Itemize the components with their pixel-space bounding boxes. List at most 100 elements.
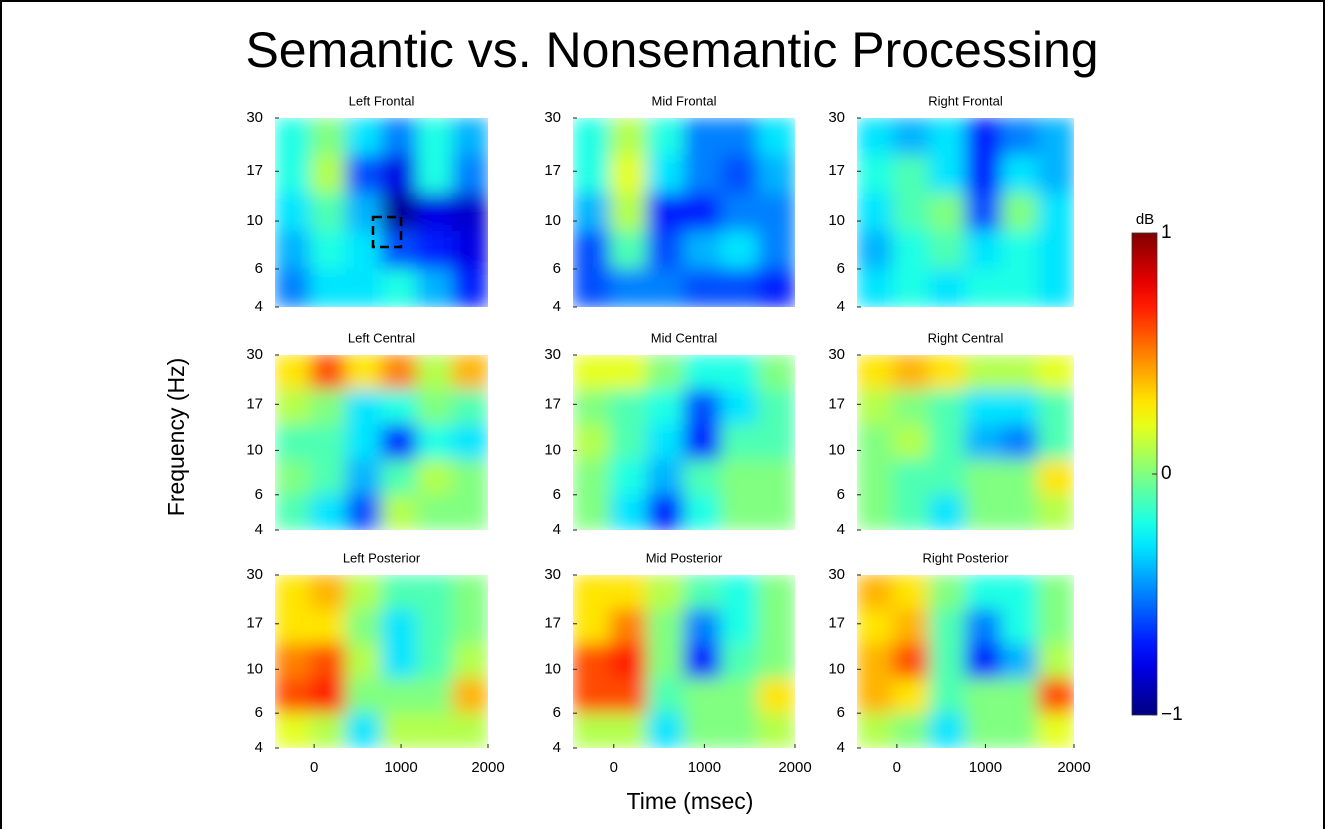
heatmap-cell [345,389,382,426]
heatmap-cell [416,118,453,157]
heatmap-cell [345,678,382,714]
heatmap-cell [1001,678,1039,714]
y-tick-label: 17 [246,162,263,179]
heatmap-cell [452,355,488,391]
y-tick-label: 4 [837,521,845,538]
heatmap-cells [857,575,1074,748]
heatmap-cell [892,609,930,645]
heatmap-cell [757,575,795,611]
heatmap-cell [310,459,347,496]
heatmap-cell [857,389,894,426]
heatmap-cell [720,155,759,195]
heatmap-panel [573,118,795,307]
heatmap-cell [757,459,795,496]
heatmap-cell [646,268,685,307]
heatmap-cell [683,355,722,391]
heatmap-cell [609,268,648,307]
heatmap-cell [1037,712,1074,748]
panel-title: Right Posterior [923,550,1010,565]
heatmap-cell [928,268,966,307]
y-tick-label: 6 [553,704,561,721]
heatmap-cell [573,678,611,714]
heatmap-cell [857,494,894,530]
heatmap-cell [310,118,347,157]
heatmap-cell [310,712,347,748]
panel-title: Mid Central [651,330,718,345]
x-tick-label: 1000 [688,759,721,776]
y-tick-label: 10 [246,660,263,677]
heatmap-cell [381,355,418,391]
heatmap-cell [646,575,685,611]
heatmap-cell [720,643,759,680]
heatmap-cell [1001,609,1039,645]
heatmap-cell [381,268,418,307]
heatmap-cell [965,118,1003,157]
x-tick-label: 1000 [384,759,417,776]
heatmap-cell [416,355,453,391]
x-tick-label: 2000 [778,759,811,776]
heatmap-cell [683,230,722,270]
heatmap-cell [928,459,966,496]
heatmap-cells [573,118,795,307]
heatmap-cell [965,355,1003,391]
heatmap-cell [609,193,648,232]
panel-title: Right Frontal [928,93,1003,108]
heatmap-panel [275,575,488,748]
heatmap-panel [573,355,795,530]
heatmap-cell [757,193,795,232]
heatmap-cell [609,575,648,611]
heatmap-cell [720,389,759,426]
y-tick-label: 17 [828,615,845,632]
heatmap-cell [720,268,759,307]
y-tick-label: 6 [837,704,845,721]
heatmap-cell [928,575,966,611]
heatmap-cell [646,459,685,496]
heatmap-cell [416,268,453,307]
heatmap-cell [275,424,311,461]
heatmap-cell [452,193,488,232]
heatmap-cell [757,424,795,461]
panel-title: Left Central [348,330,415,345]
heatmap-cell [275,643,311,680]
panel-title: Left Posterior [343,550,421,565]
heatmap-cell [646,494,685,530]
annotation-box [371,215,403,249]
heatmap-cell [573,155,611,195]
heatmap-cell [275,118,311,157]
heatmap-cell [1001,424,1039,461]
heatmap-cell [1037,575,1074,611]
heatmap-cell [1001,118,1039,157]
heatmap-cell [275,268,311,307]
heatmap-cell [857,424,894,461]
heatmap-cell [857,609,894,645]
panel-title: Right Central [928,330,1004,345]
heatmap-cell [1001,355,1039,391]
heatmap-cell [965,494,1003,530]
heatmap-cell [1037,118,1074,157]
heatmap-cell [416,643,453,680]
y-tick-label: 30 [246,346,263,363]
heatmap-cell [1037,389,1074,426]
heatmap-cell [452,268,488,307]
y-tick-label: 6 [553,486,561,503]
heatmap-cell [928,389,966,426]
heatmap-cell [683,268,722,307]
heatmap-cell [683,424,722,461]
heatmap-cell [381,609,418,645]
y-tick-label: 4 [837,298,845,315]
heatmap-cell [609,155,648,195]
heatmap-cell [965,268,1003,307]
heatmap-cells [573,575,795,748]
heatmap-cell [573,609,611,645]
heatmap-panel [857,355,1074,530]
y-tick-label: 10 [828,212,845,229]
heatmap-cell [928,494,966,530]
heatmap-cell [1001,575,1039,611]
y-tick-label: 10 [544,660,561,677]
heatmap-cell [720,424,759,461]
heatmap-cell [857,643,894,680]
heatmap-cells [857,118,1074,307]
heatmap-cell [1001,494,1039,530]
heatmap-cell [609,609,648,645]
heatmap-cell [381,712,418,748]
